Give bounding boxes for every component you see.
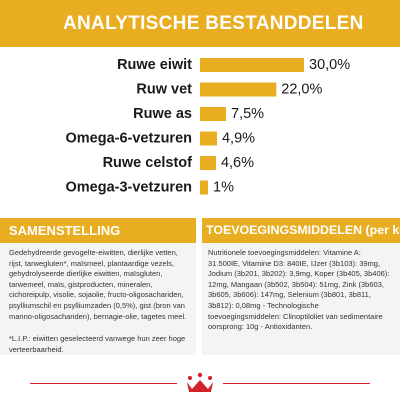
bar-label-ruwe-as: Ruwe as bbox=[133, 106, 192, 122]
bar-label-ruw-vet: Ruw vet bbox=[136, 82, 192, 98]
header-bar: ANALYTISCHE BESTANDDELEN bbox=[0, 0, 400, 47]
bar-ruwe-celstof bbox=[200, 156, 216, 170]
value-label-ruwe-eiwit: 30,0% bbox=[309, 57, 350, 73]
value-label-omega-6-vetzuren: 4,9% bbox=[222, 131, 255, 147]
additives-title: TOEVOEGINGSMIDDELEN (per kg) bbox=[206, 223, 400, 237]
bar-label-ruwe-eiwit: Ruwe eiwit bbox=[117, 57, 192, 73]
bar-ruwe-as bbox=[200, 107, 226, 121]
additives-text: Nutritionele toevoegingsmiddelen: Vitami… bbox=[208, 248, 390, 332]
page-title: ANALYTISCHE BESTANDDELEN bbox=[63, 13, 364, 34]
crown-icon bbox=[187, 372, 213, 392]
footer-rule-left bbox=[30, 383, 177, 384]
bar-ruw-vet bbox=[200, 82, 277, 97]
composition-footnote: *L.I.P.: eiwitten geselecteerd vanwege h… bbox=[9, 334, 186, 354]
bar-label-omega-3-vetzuren: Omega-3-vetzuren bbox=[65, 180, 192, 196]
value-label-ruwe-as: 7,5% bbox=[231, 106, 264, 122]
composition-text: Gedehydreerde gevogelte-eiwitten, dierli… bbox=[9, 248, 187, 321]
bar-label-ruwe-celstof: Ruwe celstof bbox=[103, 155, 193, 171]
bar-omega-3-vetzuren bbox=[200, 180, 208, 195]
additives-header: TOEVOEGINGSMIDDELEN (per kg) bbox=[202, 218, 400, 243]
value-label-ruw-vet: 22,0% bbox=[281, 82, 322, 98]
value-label-ruwe-celstof: 4,6% bbox=[221, 155, 254, 171]
bar-omega-6-vetzuren bbox=[200, 131, 217, 146]
bar-label-omega-6-vetzuren: Omega-6-vetzuren bbox=[65, 131, 192, 147]
composition-title: SAMENSTELLING bbox=[9, 223, 121, 238]
value-label-omega-3-vetzuren: 1% bbox=[213, 180, 234, 196]
composition-panel: Gedehydreerde gevogelte-eiwitten, dierli… bbox=[0, 243, 196, 355]
composition-header: SAMENSTELLING bbox=[0, 218, 196, 243]
nutrient-bar-chart: Ruwe eiwit 30,0% Ruw vet 22,0% Ruwe as 7,5% Om… bbox=[65, 57, 350, 196]
footer-rule-right bbox=[223, 383, 370, 384]
bar-ruwe-eiwit bbox=[200, 58, 304, 72]
additives-panel: Nutritionele toevoegingsmiddelen: Vitami… bbox=[202, 243, 400, 355]
